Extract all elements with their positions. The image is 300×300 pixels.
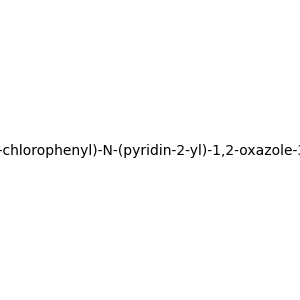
Text: N-benzyl-5-(4-chlorophenyl)-N-(pyridin-2-yl)-1,2-oxazole-3-carboxamide: N-benzyl-5-(4-chlorophenyl)-N-(pyridin-2… <box>0 145 300 158</box>
